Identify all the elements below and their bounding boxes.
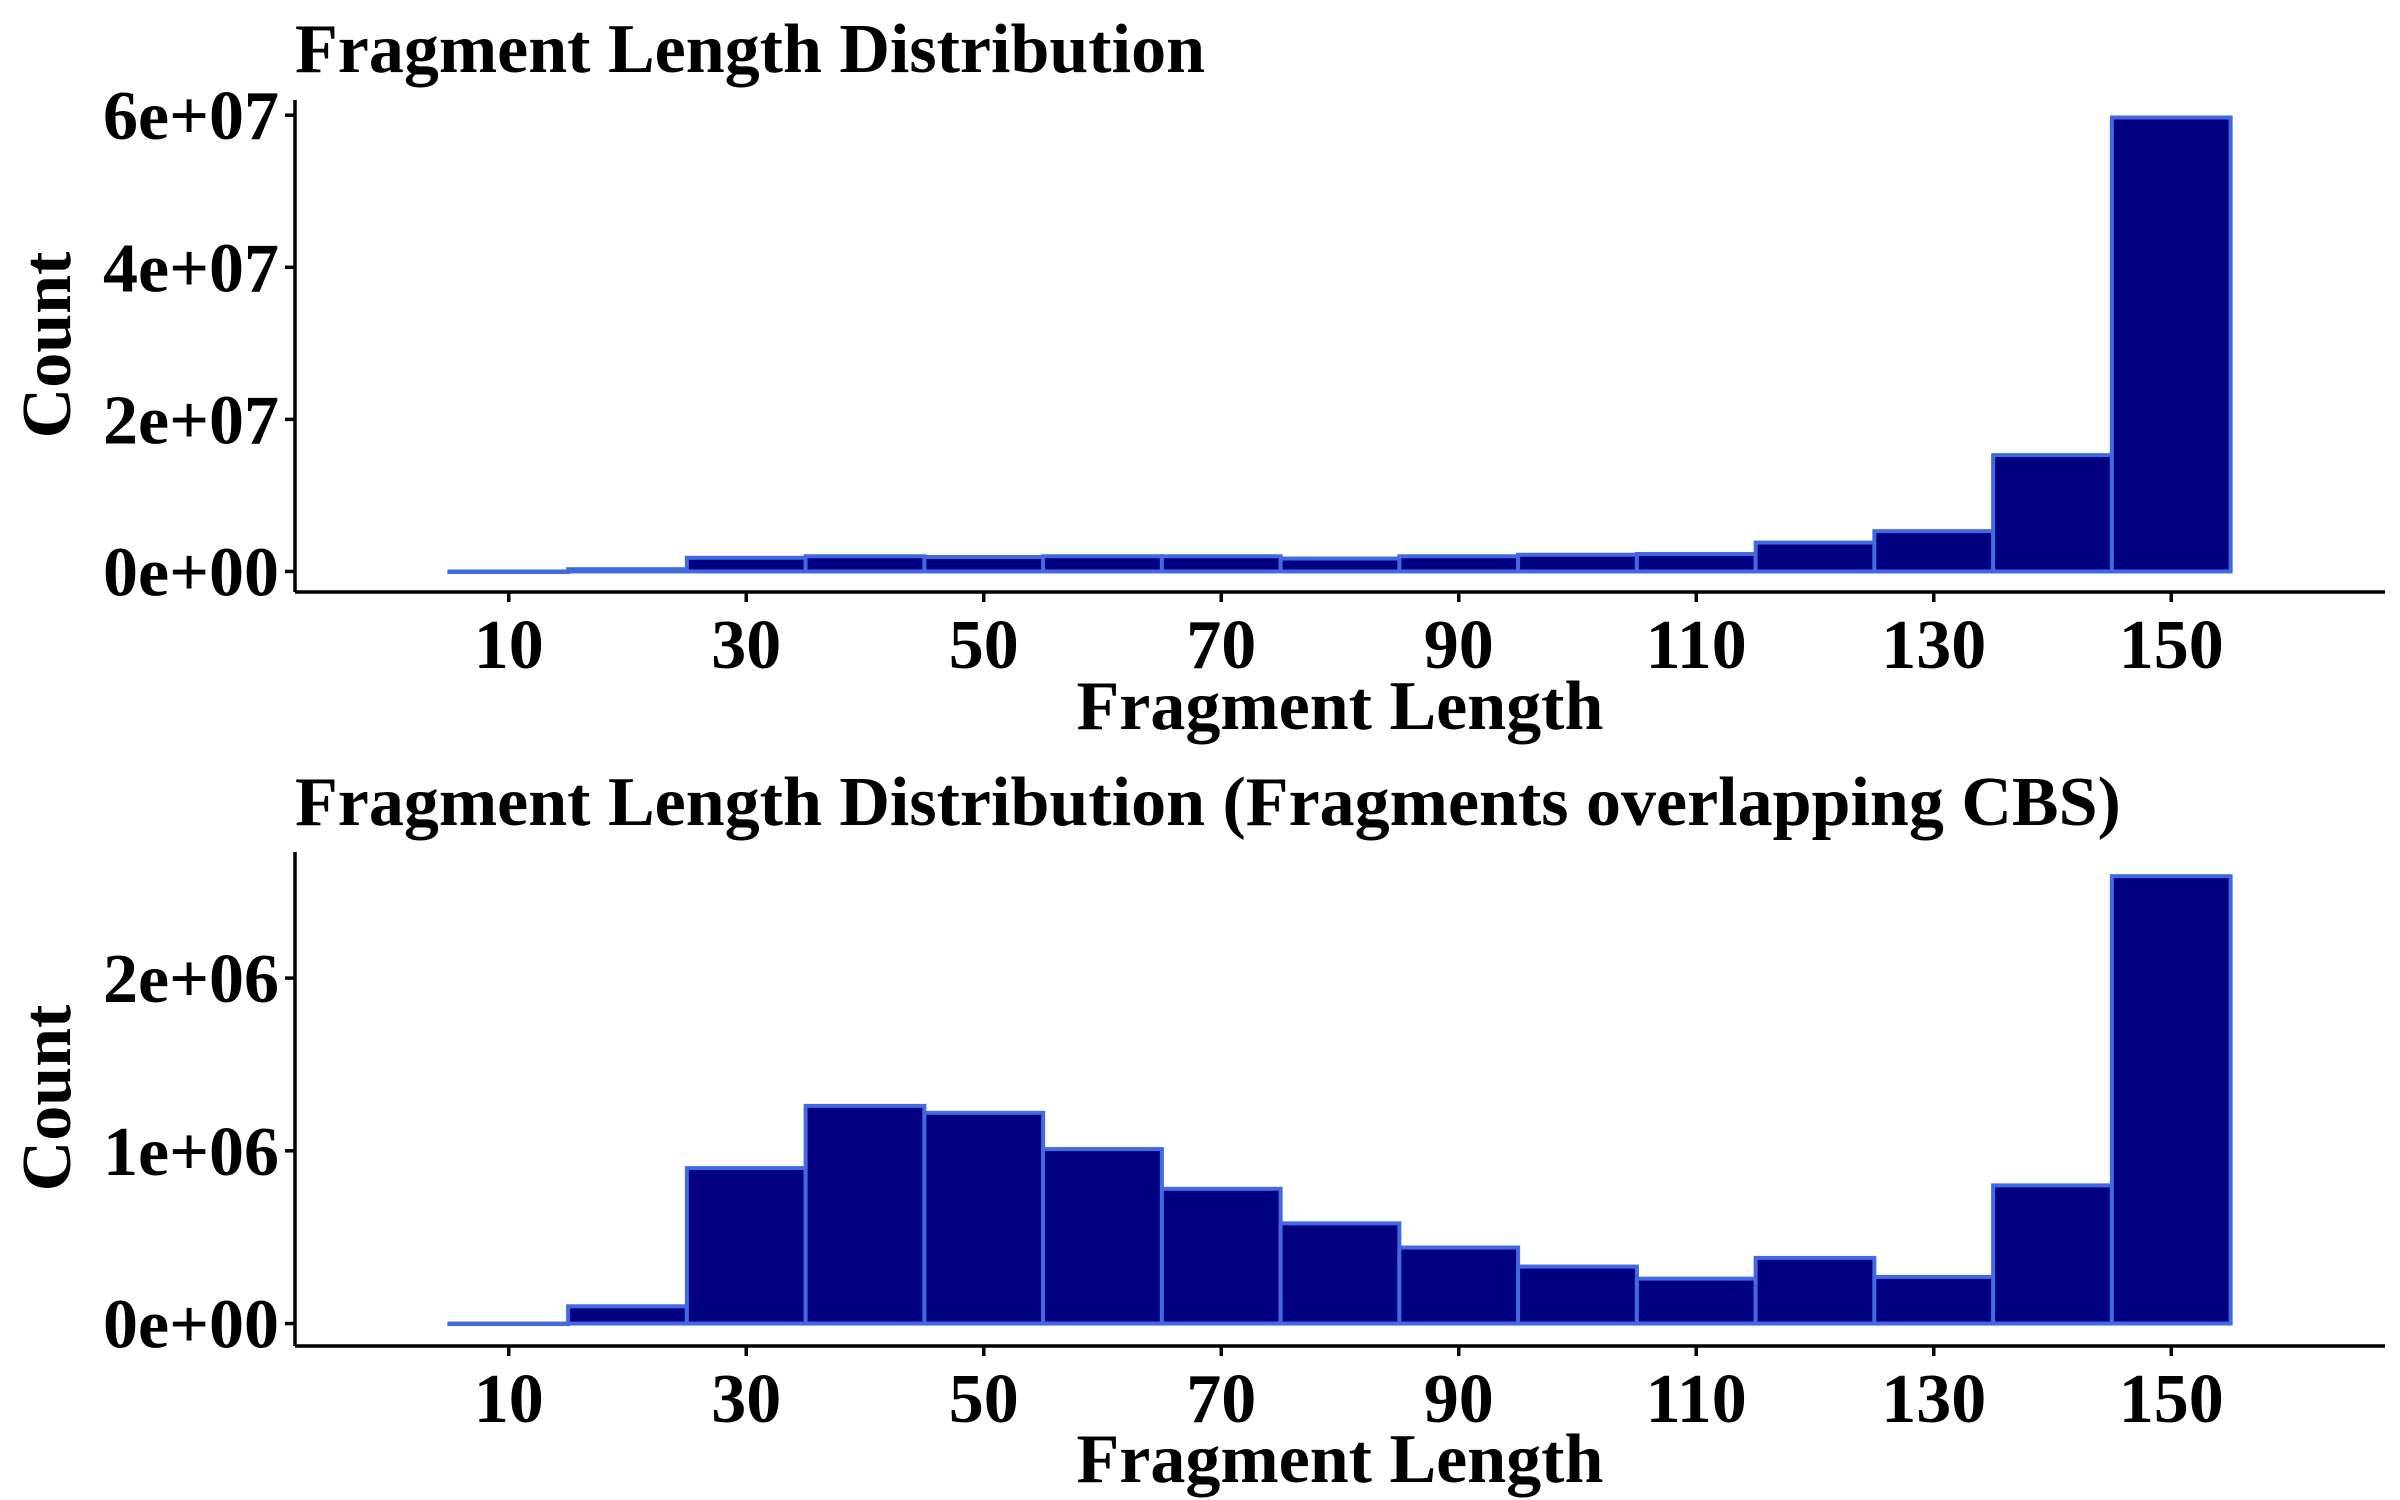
x-tick-label: 130 [1881,1361,1986,1438]
histogram-bar [1634,1276,1758,1326]
y-tick-label: 0e+00 [103,1287,279,1364]
histogram-bar [1753,1255,1877,1326]
y-tick-label: 4e+07 [103,230,279,307]
histogram-bar [2109,874,2233,1326]
histogram-bar [1397,1245,1521,1326]
x-axis-title: Fragment Length [1077,1421,1604,1498]
histogram-bar [1278,1221,1402,1326]
x-tick-label: 30 [711,1361,781,1438]
histogram-bar [1872,529,1996,574]
histogram-bar [922,555,1046,574]
x-tick-label: 150 [2119,1361,2224,1438]
histogram-bar [1991,1183,2114,1326]
y-axis-title: Count [9,1005,86,1192]
histogram-bar [1634,551,1758,574]
y-tick-label: 6e+07 [103,78,279,155]
y-tick-label: 2e+06 [103,941,279,1018]
x-tick-label: 130 [1881,607,1986,684]
histogram-bar [1041,554,1164,574]
histogram-bar [1516,552,1639,574]
x-tick-label: 110 [1646,607,1747,684]
histogram-bar [1159,554,1283,574]
x-tick-label: 10 [474,607,544,684]
histogram-bar [1872,1274,1996,1326]
x-tick-label: 70 [1186,1361,1256,1438]
x-tick-label: 30 [711,607,781,684]
x-tick-label: 90 [1424,1361,1494,1438]
histogram-bar [803,1103,927,1326]
y-axis-title: Count [9,252,86,439]
histogram-bar [1991,453,2114,574]
x-tick-label: 70 [1186,607,1256,684]
histogram-bar [1753,540,1877,574]
histogram-bar [1397,554,1521,574]
histogram-bar [1516,1264,1639,1326]
histogram-bar [1278,556,1402,574]
histogram-bar [684,1166,808,1326]
x-tick-label: 10 [474,1361,544,1438]
chart-title: Fragment Length Distribution [295,11,1205,88]
histogram-bar [803,554,927,574]
histogram-bar [2109,115,2233,574]
histogram-bar [447,569,571,574]
panel-top: Fragment Length Distribution Count Fragm… [9,11,2385,745]
y-tick-label: 0e+00 [103,534,279,611]
x-tick-label: 110 [1646,1361,1747,1438]
chart-title: Fragment Length Distribution (Fragments … [295,764,2121,841]
x-tick-label: 50 [949,1361,1019,1438]
histogram-bar [922,1110,1046,1326]
plot-area: 0e+00 2e+07 4e+07 6e+07 10 30 50 70 90 110 130 150 [103,78,2385,684]
histogram-bar [684,555,808,574]
x-axis-title: Fragment Length [1077,668,1604,745]
histogram-bar [566,1304,689,1326]
panel-bottom: Fragment Length Distribution (Fragments … [9,764,2385,1498]
x-tick-label: 150 [2119,607,2224,684]
y-tick-label: 1e+06 [103,1114,279,1191]
histogram-bar [1041,1147,1164,1326]
x-tick-label: 50 [949,607,1019,684]
plot-area: 0e+00 1e+06 2e+06 10 30 50 70 90 110 130 150 [103,852,2385,1438]
histogram-bar [566,567,689,574]
histogram-bar [1159,1186,1283,1326]
y-tick-label: 2e+07 [103,382,279,459]
histogram-bar [447,1321,571,1327]
x-tick-label: 90 [1424,607,1494,684]
